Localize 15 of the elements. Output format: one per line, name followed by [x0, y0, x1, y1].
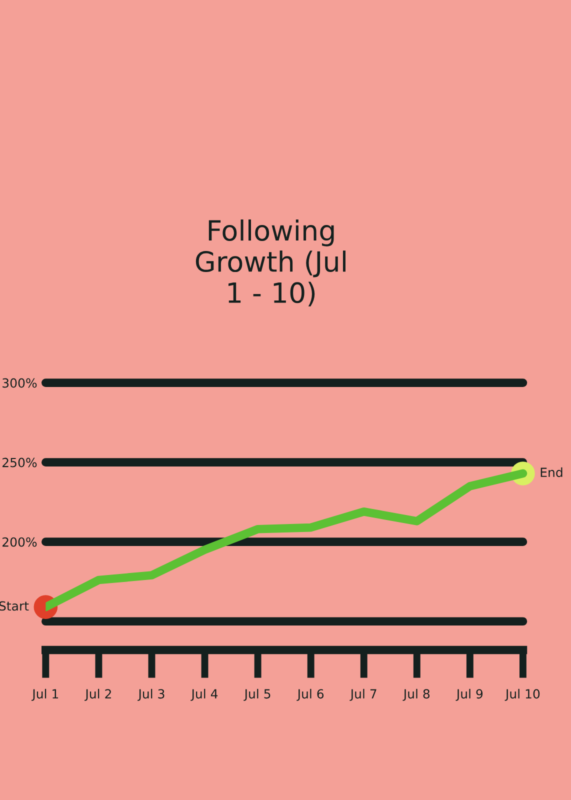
- x-tick-label: Jul 5: [244, 688, 270, 701]
- x-tick-label: Jul 9: [456, 688, 483, 701]
- x-tick-label: Jul 7: [350, 688, 376, 701]
- y-tick-label: 200%: [2, 537, 37, 547]
- x-tick-label: Jul 4: [190, 688, 218, 701]
- y-tick-label: 250%: [2, 458, 37, 468]
- x-tick-label: Jul 2: [84, 688, 111, 701]
- x-tick-label: Jul 1: [32, 688, 58, 701]
- x-tick-label: Jul 10: [504, 688, 540, 701]
- y-tick-label: 300%: [2, 378, 37, 388]
- x-tick-label: Jul 6: [296, 688, 324, 701]
- x-tick-label: Jul 8: [402, 688, 430, 701]
- x-tick-label: Jul 3: [138, 688, 164, 701]
- series-label: End: [540, 467, 562, 478]
- chart-title: Following Growth (Jul 1 - 10): [196, 219, 346, 306]
